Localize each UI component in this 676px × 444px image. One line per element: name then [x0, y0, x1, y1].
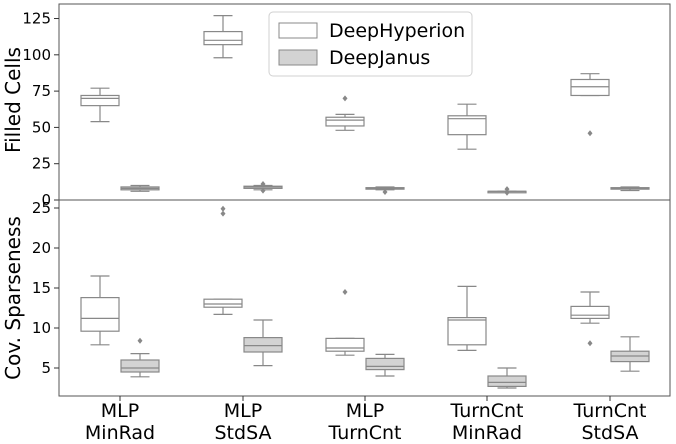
- x-tick-label-line: MinRad: [452, 422, 522, 444]
- x-tick-label: TurnCnt StdSA: [572, 400, 646, 444]
- box-deepjanus: [120, 359, 160, 373]
- legend-box: [268, 11, 473, 77]
- x-tick-label-line: TurnCnt: [449, 400, 523, 422]
- y-tick-label: 10: [32, 319, 51, 337]
- x-tick-label-line: MLP: [101, 400, 139, 422]
- outlier-point: [260, 187, 266, 194]
- box-deepjanus: [243, 337, 283, 353]
- top-ylabel: Filled Cells: [1, 47, 25, 153]
- y-tick-label: 0: [41, 191, 51, 209]
- y-tick-label: 20: [32, 239, 51, 257]
- box-deepjanus: [487, 375, 527, 387]
- box-deephyperion: [80, 297, 120, 332]
- y-tick-label: 75: [32, 82, 51, 100]
- x-tick-label: TurnCnt MinRad: [449, 400, 523, 444]
- y-tick-label: 100: [22, 46, 51, 64]
- x-tick-label-line: TurnCnt: [572, 400, 646, 422]
- x-tick-label: MLP StdSA: [215, 400, 272, 444]
- box-deephyperion: [325, 337, 365, 352]
- outlier-point: [342, 289, 348, 295]
- y-tick-label: 25: [32, 199, 51, 217]
- outlier-point: [137, 337, 143, 344]
- x-tick-label-line: MLP: [224, 400, 262, 422]
- x-tick-label-line: MinRad: [85, 422, 155, 444]
- legend-label: DeepHyperion: [329, 20, 465, 42]
- box-deephyperion: [325, 116, 365, 127]
- legend-swatch: [278, 49, 318, 66]
- y-tick-label: 25: [32, 155, 51, 173]
- outlier-point: [587, 130, 593, 137]
- y-tick-label: 15: [32, 279, 51, 297]
- legend-swatch: [278, 22, 318, 39]
- box-deephyperion: [80, 94, 120, 107]
- outlier-point: [260, 181, 266, 188]
- y-tick-label: 50: [32, 118, 51, 136]
- legend-label: DeepJanus: [329, 47, 430, 69]
- x-tick-label-line: MLP: [346, 400, 384, 422]
- box-deepjanus: [365, 357, 405, 371]
- outlier-point: [382, 189, 388, 196]
- x-tick-label: MLP TurnCnt: [327, 400, 401, 444]
- outlier-point: [587, 340, 593, 347]
- outlier-point: [504, 189, 510, 196]
- x-tick-label-line: StdSA: [215, 422, 272, 444]
- y-tick-label: 125: [22, 10, 51, 28]
- box-deephyperion: [203, 298, 243, 308]
- x-tick-label: MLP MinRad: [85, 400, 155, 444]
- box-deephyperion: [570, 78, 610, 97]
- box-deephyperion: [203, 30, 243, 46]
- outlier-point: [220, 210, 226, 217]
- box-deephyperion: [447, 115, 487, 136]
- x-tick-label-line: StdSA: [582, 422, 639, 444]
- box-deephyperion: [570, 305, 610, 319]
- outlier-point: [220, 205, 226, 212]
- y-tick-label: 5: [41, 359, 51, 377]
- x-tick-label-line: TurnCnt: [327, 422, 401, 444]
- outlier-point: [342, 95, 348, 102]
- outlier-point: [504, 186, 510, 193]
- bottom-ylabel: Cov. Sparseness: [1, 216, 25, 380]
- box-deephyperion: [447, 317, 487, 346]
